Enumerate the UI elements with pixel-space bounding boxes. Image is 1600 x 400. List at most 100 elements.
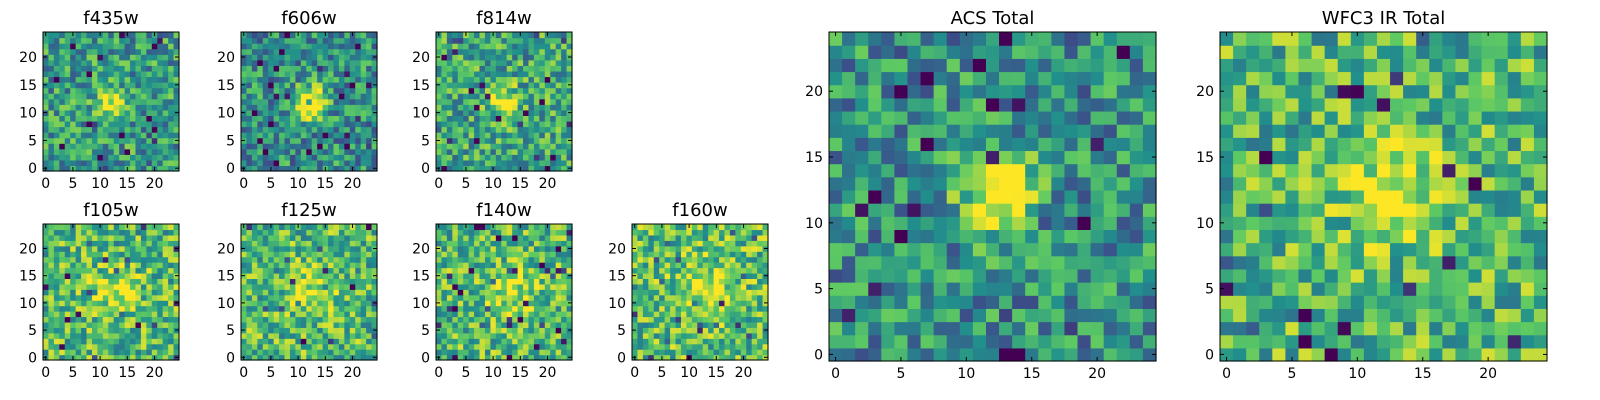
heatmap-cell bbox=[1090, 242, 1105, 257]
heatmap-cell bbox=[746, 267, 753, 274]
heatmap-cell bbox=[490, 93, 497, 100]
heatmap-cell bbox=[371, 251, 378, 258]
heatmap-cell bbox=[53, 76, 60, 83]
heatmap-cell bbox=[328, 332, 335, 339]
heatmap-cell bbox=[124, 48, 131, 55]
heatmap-cell bbox=[53, 300, 60, 307]
heatmap-cell bbox=[279, 300, 286, 307]
heatmap-cell bbox=[130, 283, 137, 290]
heatmap-cell bbox=[48, 32, 55, 39]
heatmap-cell bbox=[479, 93, 486, 100]
heatmap-cell bbox=[691, 300, 698, 307]
heatmap-cell bbox=[1103, 189, 1118, 204]
heatmap-cell bbox=[284, 159, 291, 167]
heatmap-cell bbox=[686, 267, 693, 274]
heatmap-cell bbox=[441, 59, 448, 66]
heatmap-cell bbox=[490, 321, 497, 328]
heatmap-cell bbox=[70, 327, 77, 334]
heatmap-cell bbox=[729, 294, 736, 301]
heatmap-cell bbox=[338, 82, 345, 89]
heatmap-cell bbox=[686, 294, 693, 301]
heatmap-cell bbox=[550, 70, 557, 78]
heatmap-cell bbox=[311, 154, 318, 161]
heatmap-cell bbox=[842, 255, 856, 270]
heatmap-cell bbox=[533, 278, 540, 285]
heatmap-cell bbox=[108, 126, 115, 133]
heatmap-cell bbox=[273, 289, 280, 296]
heatmap-cell bbox=[113, 240, 120, 247]
heatmap-cell bbox=[360, 132, 367, 139]
heatmap-cell bbox=[735, 278, 742, 285]
heatmap-cell bbox=[539, 120, 546, 128]
heatmap-cell bbox=[246, 137, 253, 144]
heatmap-cell bbox=[151, 311, 158, 318]
heatmap-cell bbox=[130, 159, 137, 167]
heatmap-cell bbox=[251, 245, 258, 252]
heatmap-cell bbox=[501, 294, 508, 301]
heatmap-cell bbox=[43, 143, 50, 150]
heatmap-cell bbox=[97, 48, 104, 55]
heatmap-cell bbox=[108, 338, 115, 345]
heatmap-cell bbox=[366, 82, 373, 89]
heatmap-cell bbox=[523, 338, 530, 345]
heatmap-cell bbox=[173, 343, 180, 350]
heatmap-cell bbox=[306, 267, 313, 274]
heatmap-cell bbox=[162, 43, 169, 50]
heatmap-cell bbox=[528, 354, 535, 361]
heatmap-cell bbox=[268, 300, 275, 307]
heatmap-cell bbox=[289, 289, 296, 296]
heatmap-cell bbox=[637, 311, 644, 318]
heatmap-cell bbox=[436, 251, 443, 258]
heatmap-cell bbox=[168, 349, 175, 356]
heatmap-cell bbox=[328, 229, 335, 236]
heatmap-cell bbox=[70, 143, 77, 150]
heatmap-cell bbox=[517, 278, 524, 285]
heatmap-cell bbox=[501, 159, 508, 167]
heatmap-cell bbox=[64, 70, 71, 78]
heatmap-cell bbox=[495, 98, 502, 105]
heatmap-cell bbox=[463, 93, 470, 100]
heatmap-cell bbox=[907, 229, 922, 244]
heatmap-cell bbox=[1116, 295, 1131, 309]
heatmap-cell bbox=[999, 176, 1013, 191]
heatmap-cell bbox=[855, 308, 869, 323]
heatmap-cell bbox=[452, 159, 459, 167]
heatmap-cell bbox=[999, 268, 1013, 283]
heatmap-cell bbox=[1103, 216, 1118, 230]
heatmap-cell bbox=[452, 32, 459, 39]
heatmap-cell bbox=[360, 305, 367, 312]
heatmap-cell bbox=[468, 332, 475, 339]
heatmap-cell bbox=[868, 347, 882, 362]
heatmap-cell bbox=[295, 305, 302, 312]
heatmap-cell bbox=[349, 294, 356, 301]
heatmap-cell bbox=[735, 349, 742, 356]
heatmap-cell bbox=[146, 154, 153, 161]
heatmap-cell bbox=[113, 305, 120, 312]
heatmap-cell bbox=[124, 343, 131, 350]
heatmap-cell bbox=[724, 240, 731, 247]
heatmap-cell bbox=[295, 283, 302, 290]
heatmap-cell bbox=[468, 109, 475, 116]
heatmap-cell bbox=[1103, 176, 1118, 191]
heatmap-cell bbox=[241, 332, 248, 339]
heatmap-cell bbox=[349, 143, 356, 150]
heatmap-cell bbox=[59, 272, 66, 279]
heatmap-cell bbox=[501, 109, 508, 116]
heatmap-cell bbox=[146, 300, 153, 307]
heatmap-cell bbox=[544, 65, 551, 72]
heatmap-cell bbox=[168, 224, 175, 231]
heatmap-cell bbox=[528, 267, 535, 274]
heatmap-cell bbox=[306, 354, 313, 361]
heatmap-cell bbox=[829, 268, 843, 283]
heatmap-cell bbox=[474, 294, 481, 301]
heatmap-cell bbox=[317, 283, 324, 290]
heatmap-cell bbox=[360, 82, 367, 89]
heatmap-cell bbox=[523, 126, 530, 133]
heatmap-cell bbox=[539, 272, 546, 279]
heatmap-cell bbox=[366, 338, 373, 345]
heatmap-cell bbox=[523, 148, 530, 155]
heatmap-cell bbox=[317, 332, 324, 339]
heatmap-cell bbox=[446, 104, 453, 111]
heatmap-cell bbox=[555, 267, 562, 274]
heatmap-cell bbox=[517, 143, 524, 150]
